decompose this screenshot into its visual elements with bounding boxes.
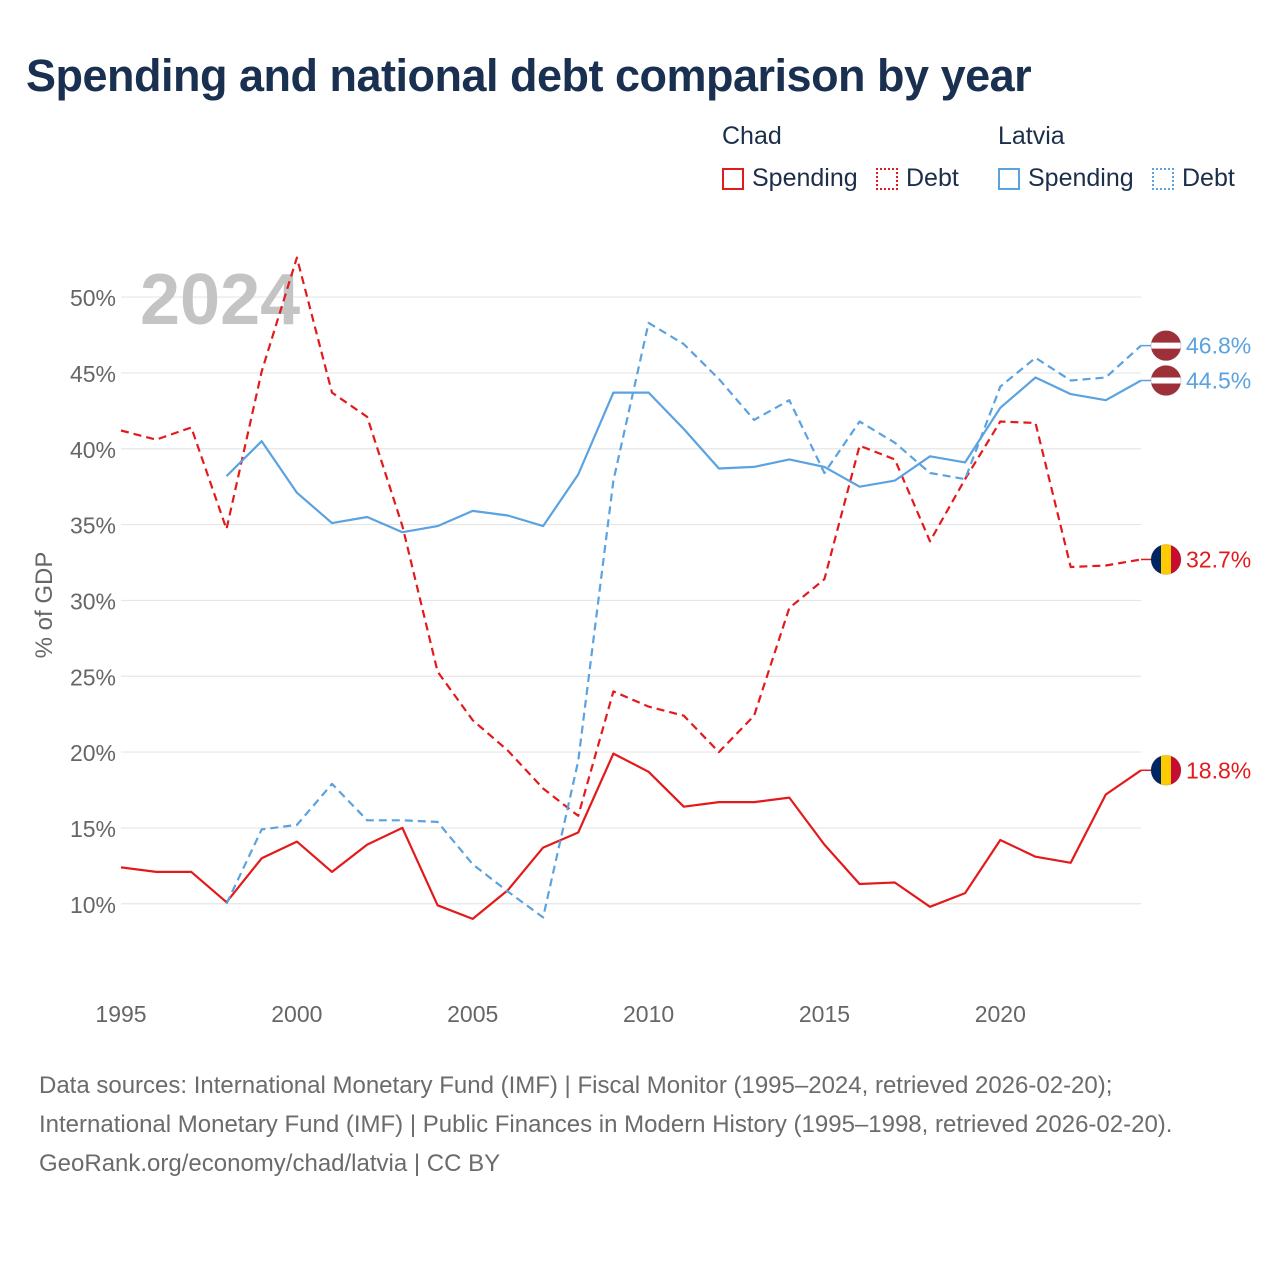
x-tick-label: 2010 xyxy=(623,1001,674,1027)
series-lines xyxy=(120,256,1142,921)
y-tick-label: 15% xyxy=(70,816,116,842)
legend-item-latvia-spending[interactable]: Spending xyxy=(998,164,1134,193)
y-tick-label: 40% xyxy=(70,437,116,463)
legend-swatch-solid-icon xyxy=(722,167,744,190)
credit-link[interactable]: GeoRank.org/economy/chad/latvia | CC BY xyxy=(39,1150,501,1177)
x-tick-label: 2015 xyxy=(799,1001,850,1027)
series-line-chad-debt[interactable] xyxy=(120,256,1142,817)
end-value-label: 32.7% xyxy=(1186,546,1251,572)
legend-country-chad: Chad xyxy=(722,122,782,150)
y-tick-label: 30% xyxy=(70,588,116,614)
y-tick-label: 10% xyxy=(70,892,116,918)
x-tick-label: 2020 xyxy=(975,1001,1026,1027)
x-tick-label: 2000 xyxy=(271,1001,322,1027)
line-chart: 2024 10% 15% 20% 25% 30% 35% 40% 45% 50% 1995 200… xyxy=(31,256,1251,1027)
y-axis-label: % of GDP xyxy=(31,552,58,659)
y-tick-label: 35% xyxy=(70,513,116,539)
legend-item-chad-spending[interactable]: Spending xyxy=(722,164,858,193)
end-labels: 46.8% 44.5% 32.7% 18.8% xyxy=(1141,330,1251,786)
year-watermark: 2024 xyxy=(140,260,300,340)
chart-title: Spending and national debt comparison by… xyxy=(26,50,1032,101)
series-line-latvia-debt[interactable] xyxy=(225,321,1142,919)
end-value-label: 18.8% xyxy=(1186,757,1251,783)
chad-flag-icon xyxy=(1150,543,1182,575)
legend-label: Debt xyxy=(1182,164,1235,192)
latvia-flag-icon xyxy=(1150,365,1182,396)
y-tick-label: 25% xyxy=(70,664,116,690)
x-axis-ticks: 1995 2000 2005 2010 2015 2020 xyxy=(95,1001,1025,1027)
footer: Data sources: International Monetary Fun… xyxy=(39,1066,1239,1183)
legend-label: Spending xyxy=(752,164,858,192)
legend-label: Debt xyxy=(906,164,959,192)
y-tick-label: 45% xyxy=(70,361,116,387)
legend-swatch-dotted-icon xyxy=(1152,167,1174,190)
legend-swatch-solid-icon xyxy=(998,167,1020,190)
y-tick-label: 50% xyxy=(70,285,116,311)
chad-flag-icon xyxy=(1150,754,1182,786)
gridlines xyxy=(121,296,1141,905)
x-tick-label: 1995 xyxy=(95,1001,146,1027)
legend-item-chad-debt[interactable]: Debt xyxy=(876,164,959,193)
x-tick-label: 2005 xyxy=(447,1001,498,1027)
data-sources: Data sources: International Monetary Fun… xyxy=(39,1072,1173,1138)
legend-country-latvia: Latvia xyxy=(998,122,1065,150)
end-value-label: 46.8% xyxy=(1186,333,1251,359)
y-tick-label: 20% xyxy=(70,740,116,766)
series-line-latvia-spending[interactable] xyxy=(225,376,1142,534)
latvia-flag-icon xyxy=(1150,330,1182,362)
y-axis-ticks: 10% 15% 20% 25% 30% 35% 40% 45% 50% xyxy=(70,285,116,918)
series-line-chad-spending[interactable] xyxy=(120,752,1142,921)
end-value-label: 44.5% xyxy=(1186,368,1251,394)
legend-item-latvia-debt[interactable]: Debt xyxy=(1152,164,1235,193)
legend-label: Spending xyxy=(1028,164,1134,192)
legend-swatch-dotted-icon xyxy=(876,167,898,190)
